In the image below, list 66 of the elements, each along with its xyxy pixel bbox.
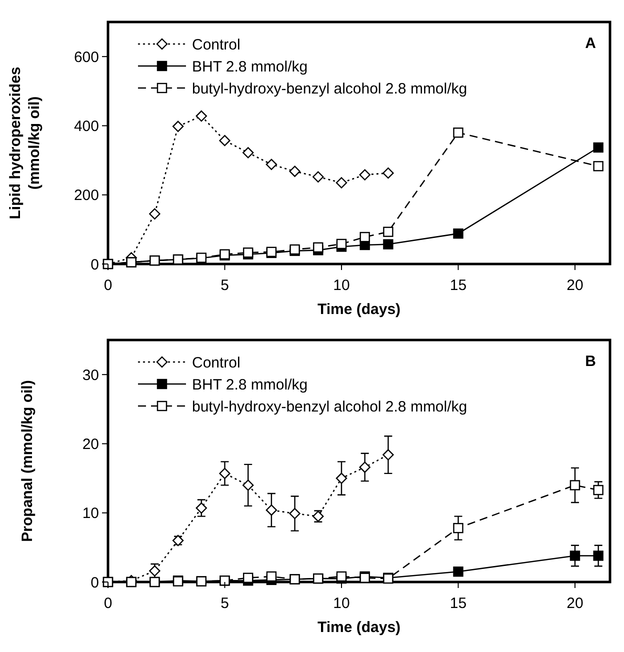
legend-label: butyl-hydroxy-benzyl alcohol 2.8 mmol/kg bbox=[192, 80, 468, 98]
y-axis-title: Lipid hydroperoxides (mmol/kg oil) bbox=[7, 66, 43, 220]
x-tick-label: 15 bbox=[450, 277, 467, 294]
x-tick-label: 0 bbox=[104, 595, 112, 612]
point bbox=[289, 508, 300, 520]
point bbox=[453, 228, 464, 239]
y-tick-label: 600 bbox=[74, 48, 99, 66]
point bbox=[313, 242, 324, 253]
point bbox=[382, 167, 394, 179]
point bbox=[383, 226, 394, 237]
point bbox=[593, 484, 604, 496]
point bbox=[453, 128, 464, 138]
x-tick-label: 10 bbox=[333, 277, 350, 294]
point bbox=[242, 572, 254, 583]
y-tick-label: 400 bbox=[74, 118, 99, 135]
point bbox=[382, 449, 394, 460]
point bbox=[149, 208, 160, 220]
point bbox=[312, 171, 324, 182]
point bbox=[266, 158, 278, 170]
point bbox=[196, 110, 207, 122]
annotation: A bbox=[585, 35, 596, 52]
point bbox=[266, 504, 278, 516]
point bbox=[196, 502, 207, 514]
point bbox=[453, 522, 464, 534]
point bbox=[383, 239, 394, 250]
point bbox=[336, 238, 347, 250]
point bbox=[336, 472, 348, 484]
point bbox=[570, 480, 580, 490]
legend-label: BHT 2.8 mmol/kg bbox=[192, 376, 308, 394]
y-tick-label: 0 bbox=[90, 256, 99, 274]
annotation: B bbox=[585, 353, 596, 370]
point bbox=[593, 550, 604, 561]
x-tick-label: 15 bbox=[450, 595, 467, 612]
point bbox=[336, 177, 348, 188]
point bbox=[219, 468, 230, 480]
point bbox=[593, 142, 604, 153]
point bbox=[219, 134, 230, 146]
point bbox=[570, 550, 580, 561]
x-axis-title: Time (days) bbox=[317, 619, 401, 636]
y-tick-label: 200 bbox=[74, 187, 99, 204]
point bbox=[359, 169, 370, 180]
y-tick-label: 10 bbox=[82, 505, 99, 522]
x-tick-label: 5 bbox=[220, 595, 229, 612]
point bbox=[360, 232, 370, 242]
point bbox=[593, 161, 604, 172]
legend-label: Control bbox=[192, 36, 240, 54]
y-axis-title: Propanal (mmol/kg oil) bbox=[19, 380, 36, 542]
y-tick-label: 30 bbox=[82, 366, 99, 384]
x-tick-label: 20 bbox=[566, 277, 584, 294]
point bbox=[453, 566, 464, 577]
legend-label: BHT 2.8 mmol/kg bbox=[192, 58, 308, 76]
point bbox=[172, 120, 184, 132]
legend-label: butyl-hydroxy-benzyl alcohol 2.8 mmol/kg bbox=[192, 398, 468, 416]
y-tick-label: 0 bbox=[90, 574, 99, 592]
legend-label: Control bbox=[192, 354, 240, 372]
x-tick-label: 10 bbox=[333, 595, 350, 612]
x-tick-label: 5 bbox=[220, 277, 229, 294]
point bbox=[242, 147, 254, 158]
point bbox=[242, 480, 254, 491]
point bbox=[289, 166, 300, 177]
x-axis-title: Time (days) bbox=[317, 301, 401, 318]
x-tick-label: 0 bbox=[104, 277, 112, 294]
y-tick-label: 20 bbox=[82, 436, 99, 453]
point bbox=[359, 462, 370, 473]
point bbox=[266, 571, 277, 582]
x-tick-label: 20 bbox=[566, 595, 584, 612]
